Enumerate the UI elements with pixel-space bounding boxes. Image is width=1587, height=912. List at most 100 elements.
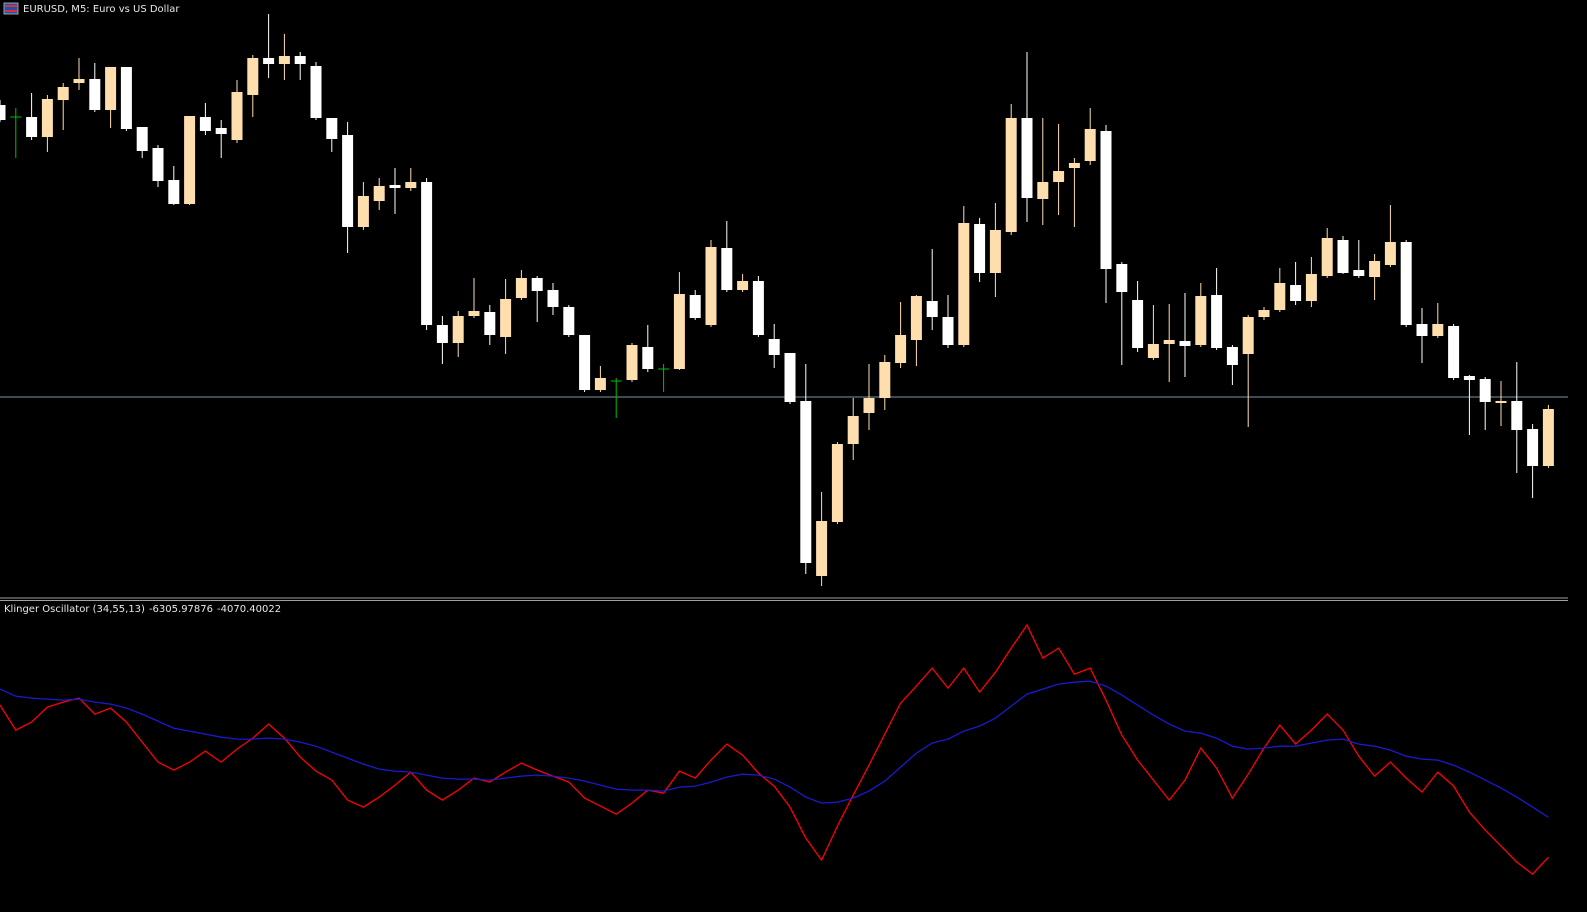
candle-body <box>752 281 764 335</box>
candle-body <box>1479 379 1491 402</box>
candle-body <box>1290 285 1302 301</box>
candle-body <box>879 362 891 398</box>
candle-body <box>1384 242 1396 265</box>
candle-body <box>1116 264 1128 292</box>
candle-body <box>1337 240 1349 273</box>
candle-body <box>373 186 385 201</box>
indicator-value: -4070.40022 <box>217 604 281 615</box>
candle-body <box>531 278 543 291</box>
indicator-value: -6305.97876 <box>149 604 213 615</box>
candle-body <box>1100 131 1112 269</box>
candle-body <box>1084 129 1096 161</box>
candle-body <box>1511 401 1523 430</box>
candle-body <box>768 339 780 355</box>
candle-body <box>73 79 85 83</box>
candle-body <box>816 521 828 576</box>
candle-body <box>263 58 275 64</box>
candle-body <box>1179 341 1191 346</box>
candle-body <box>26 117 38 137</box>
candle-body <box>737 281 749 290</box>
candle-body <box>436 325 448 343</box>
candle-body <box>1021 118 1033 198</box>
candle-body <box>1448 326 1460 378</box>
candle-body <box>1242 317 1254 354</box>
oscillator-line <box>0 680 1549 818</box>
candle-body <box>1416 324 1428 336</box>
candle-body <box>41 99 53 137</box>
symbol-label: EURUSD, M5: Euro vs US Dollar <box>23 4 180 15</box>
candle-body <box>405 182 417 188</box>
candle-body <box>579 335 591 390</box>
candle-body <box>452 316 464 343</box>
candle-body <box>1226 347 1238 365</box>
candle-body <box>120 67 132 129</box>
candle-body <box>1005 118 1017 232</box>
candle-body <box>1195 296 1207 345</box>
candle-body <box>231 92 243 140</box>
price-panel <box>0 14 1568 586</box>
oscillator-line <box>0 623 1549 875</box>
candle-body <box>1305 274 1317 301</box>
candle-body <box>642 347 654 369</box>
candle-body <box>721 248 733 290</box>
candle-body <box>563 307 575 335</box>
candle-body <box>1132 300 1144 348</box>
candle-body <box>926 301 938 317</box>
candle-body <box>1432 324 1444 336</box>
candle-body <box>421 182 433 325</box>
candle-body <box>484 312 496 335</box>
candle-body <box>136 127 148 151</box>
candle-body <box>1463 376 1475 380</box>
candle-body <box>1053 171 1065 182</box>
candle-body <box>1037 182 1049 199</box>
candle-body <box>1353 270 1365 276</box>
candle-body <box>673 294 685 369</box>
candle-body <box>1258 310 1270 317</box>
candle-body <box>57 87 69 100</box>
candle-body <box>800 401 812 563</box>
candle-body <box>342 135 354 227</box>
candle-body <box>199 117 211 131</box>
candle-body <box>326 118 338 139</box>
candle-body <box>689 295 701 318</box>
candle-body <box>105 67 117 110</box>
candle-body <box>1211 295 1223 348</box>
candle-body <box>168 180 180 204</box>
candle-body <box>847 416 859 444</box>
candle-body <box>1274 283 1286 310</box>
candle-body <box>1400 242 1412 325</box>
candle-body <box>989 230 1001 273</box>
candle-body <box>1542 409 1554 466</box>
candle-body <box>784 353 796 402</box>
candle-body <box>184 116 196 204</box>
candle-body <box>626 345 638 380</box>
candle-body <box>500 299 512 337</box>
candle-body <box>515 278 527 298</box>
candle-body <box>1321 238 1333 276</box>
candle-body <box>942 317 954 345</box>
candle-body <box>468 311 480 316</box>
indicator-name: Klinger Oscillator (34,55,13) <box>4 604 145 615</box>
candle-body <box>910 296 922 340</box>
candle-body <box>705 247 717 325</box>
candle-body <box>0 105 6 120</box>
candle-body <box>278 56 290 64</box>
candle-body <box>310 66 322 118</box>
candle-body <box>895 335 907 363</box>
candle-body <box>1068 163 1080 168</box>
candle-body <box>594 378 606 390</box>
candle-body <box>547 290 559 307</box>
candle-body <box>958 223 970 345</box>
candle-body <box>1495 401 1507 403</box>
candle-body <box>247 58 259 95</box>
candle-body <box>831 444 843 522</box>
candle-body <box>294 56 306 64</box>
candle-body <box>357 196 369 227</box>
symbol-icon <box>3 2 19 15</box>
candle-body <box>863 398 875 413</box>
candle-body <box>1147 344 1159 358</box>
candle-body <box>974 224 986 273</box>
candle-body <box>1369 261 1381 277</box>
